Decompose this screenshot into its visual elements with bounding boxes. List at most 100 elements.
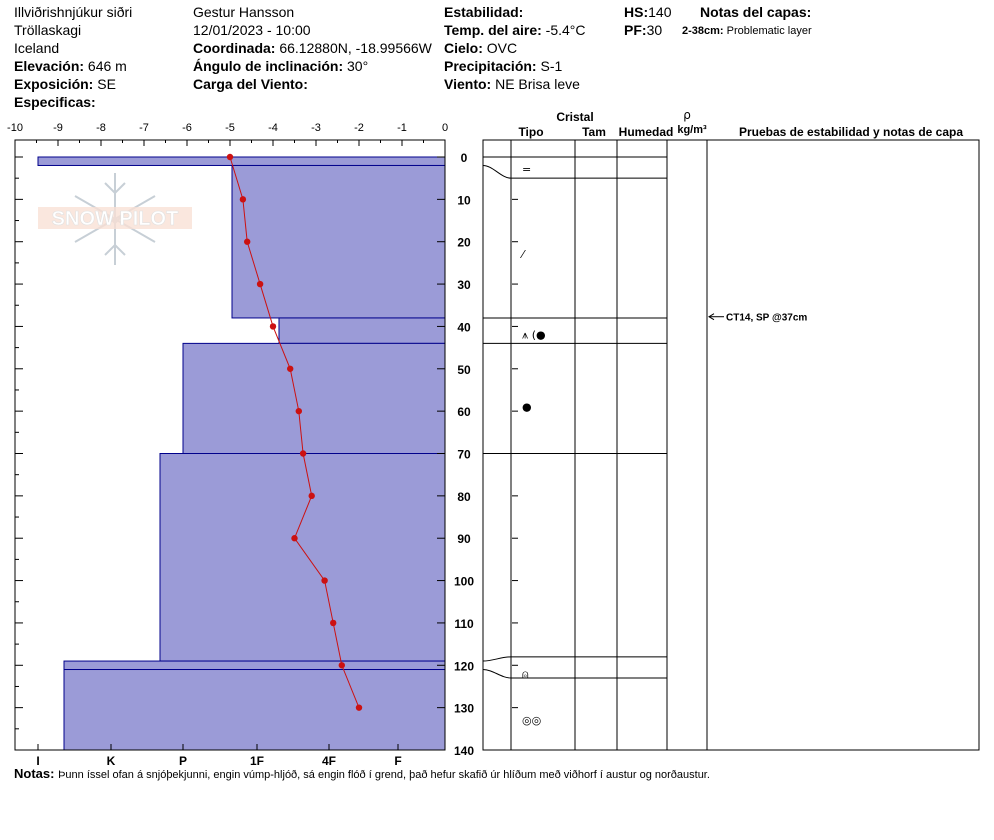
coordinates: Coordinada: 66.12880N, -18.99566W (193, 39, 432, 57)
temperature-point-13 (355, 704, 363, 711)
temp-tick-label-6: -4 (268, 122, 278, 134)
hardness-bar-4 (159, 453, 446, 662)
elevation-value: 646 m (87, 58, 127, 74)
depth-tick-label-3: 30 (457, 278, 471, 292)
wind-load-label: Carga del Viento: (193, 76, 308, 92)
slope-label: Ángulo de inclinación: (193, 58, 344, 74)
depth-tick-label-4: 40 (457, 320, 471, 334)
air-temp-value: -5.4°C (545, 22, 586, 38)
elevation-label: Elevación: (14, 58, 85, 74)
wind-label: Viento: (444, 76, 492, 92)
location: Illviðrishnjúkur siðri (14, 4, 133, 20)
hardness-axis: I K P 1F 4F F (36, 744, 402, 768)
depth-tick-label-0: 0 (461, 151, 468, 165)
depth-tick-label-13: 130 (454, 702, 474, 716)
coords-label: Coordinada: (193, 40, 276, 56)
temperature-line (229, 156, 360, 708)
depth-tick-label-9: 90 (457, 532, 471, 546)
temp-tick-label-9: -1 (397, 122, 407, 134)
watermark-text: SNOW PILOT (52, 208, 179, 230)
temperature-point-11 (330, 619, 337, 627)
test-arrow-head (708, 313, 715, 321)
temp-tick-label-0: -10 (7, 122, 23, 134)
aspect-label: Exposición: (14, 76, 94, 92)
hardness-bar-3 (182, 342, 446, 454)
header-moisture: Humedad (619, 125, 674, 139)
temperature-point-12 (338, 662, 345, 669)
hardness-label-0: I (36, 754, 39, 768)
hardness-bars (37, 156, 446, 751)
table-connector-1 (482, 164, 512, 179)
header-type: Tipo (518, 125, 543, 139)
specifics: Especificas: (14, 93, 96, 111)
depth-tick-label-2: 20 (457, 236, 471, 250)
temp-tick-label-5: -5 (225, 122, 235, 134)
aspect-value: SE (97, 76, 116, 92)
depth-tick-label-11: 110 (454, 617, 474, 631)
layer-table (482, 139, 980, 751)
temperature-point-9 (291, 535, 298, 542)
slope: Ángulo de inclinación: 30° (193, 57, 368, 75)
temperature-profile (226, 153, 363, 711)
depth-axis: 0 10 20 30 40 50 60 70 80 90 100 110 120 130 140 (15, 151, 518, 758)
hs-value: 140 (648, 4, 672, 20)
hardness-bar-1 (231, 164, 446, 319)
table-connector-5 (482, 656, 512, 662)
temp-tick-label-8: -2 (354, 122, 364, 134)
depth-tick-label-1: 10 (457, 193, 471, 207)
air-temp: Temp. del aire: -5.4°C (444, 21, 586, 39)
wind-value: NE Brisa leve (495, 76, 580, 92)
crystal-symbol-3: ● (522, 400, 532, 413)
temperature-point-10 (321, 577, 328, 584)
stability: Estabilidad: (444, 3, 523, 21)
crystal-symbol-0: = (522, 163, 531, 176)
hardness-bar-2 (278, 317, 446, 344)
crystal-symbols: = ⁄ ⩚ (● ● ⍝ ◎◎ (519, 163, 546, 727)
hardness-bar-0 (37, 156, 446, 166)
hardness-bar-5 (63, 660, 446, 671)
header-size: Tam (582, 125, 606, 139)
temp-tick-label-2: -8 (96, 122, 106, 134)
precipitation: Precipitación: S-1 (444, 57, 562, 75)
layer-note: 2-38cm: Problematic layer (682, 22, 812, 40)
table-connector-6 (482, 669, 512, 679)
pf-value: 30 (646, 22, 663, 38)
header-density-unit: kg/m³ (677, 124, 707, 136)
temperature-point-5 (287, 365, 294, 372)
temperature-point-1 (239, 196, 247, 203)
temperature-point-7 (299, 450, 307, 457)
observer: Gestur Hansson (193, 4, 295, 20)
hardness-label-1: K (107, 754, 116, 768)
snowflake-icon (74, 173, 156, 265)
precip-value: S-1 (540, 58, 563, 74)
aspect: Exposición: SE (14, 75, 116, 93)
header-crystal: Cristal (556, 110, 593, 124)
crystal-symbol-1: ⁄ (519, 248, 526, 261)
notes: Notas: Þunn íssel ofan á snjóþekjunni, e… (14, 766, 710, 781)
table-border (482, 139, 980, 751)
hardness-label-5: F (394, 754, 401, 768)
snowpilot-watermark: SNOW PILOT (38, 173, 192, 265)
wind-load: Carga del Viento: (193, 75, 308, 93)
pf-label: PF: (624, 22, 647, 38)
temperature-point-8 (308, 492, 315, 500)
layer-note-range: 2-38cm: (682, 25, 724, 37)
hs-label: HS: (624, 4, 649, 20)
sky-label: Cielo: (444, 40, 483, 56)
depth-tick-label-12: 120 (454, 659, 474, 673)
temperature-point-4 (269, 323, 277, 330)
region: Tröllaskagi (14, 22, 82, 38)
temperature-point-6 (295, 407, 302, 415)
stability-test-marker: CT14, SP @37cm (708, 313, 807, 324)
depth-tick-label-6: 60 (457, 405, 471, 419)
hardness-label-3: 1F (250, 754, 264, 768)
temp-tick-label-7: -3 (311, 122, 321, 134)
notes-text: Þunn íssel ofan á snjóþekjunni, engin vú… (58, 769, 710, 781)
coords-value: 66.12880N, -18.99566W (279, 40, 432, 56)
temp-tick-label-4: -6 (182, 122, 192, 134)
depth-tick-label-7: 70 (457, 448, 471, 462)
test-result-label: CT14, SP @37cm (726, 313, 807, 324)
hardness-bar-6 (63, 669, 446, 751)
temperature-point-3 (256, 280, 264, 288)
